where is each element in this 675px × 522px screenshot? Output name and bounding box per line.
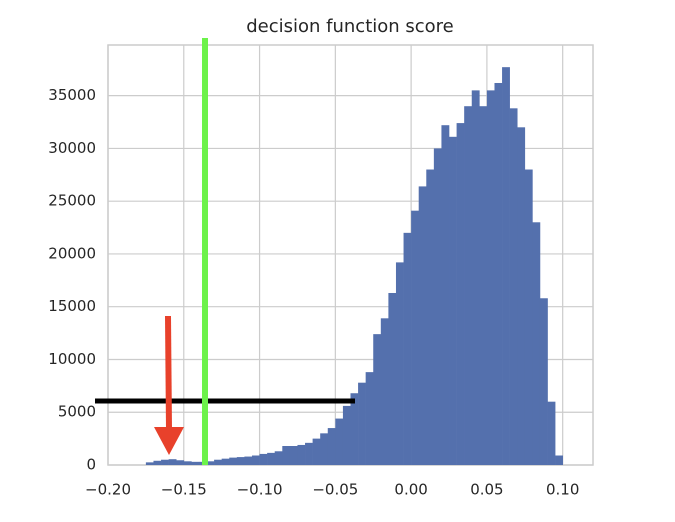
bar [305,442,313,465]
y-tick-label: 5000 [58,403,96,421]
bar [274,451,283,465]
bar [524,169,533,465]
bar [312,438,321,465]
bar [297,444,306,465]
bar [183,461,192,465]
bar [380,318,389,465]
bar [236,457,245,465]
bar [441,125,450,466]
bar [426,169,435,465]
bar [335,418,344,465]
bar [517,127,526,465]
y-tick-label: 0 [86,456,96,474]
y-tick-label: 30000 [48,139,96,157]
x-tick-label: 0.00 [394,481,427,499]
bar [259,453,268,465]
x-tick-label: −0.05 [312,481,358,499]
bar [214,459,222,465]
y-tick-label: 20000 [48,244,96,262]
annotation-arrow-shaft [165,315,172,431]
bar [494,82,503,465]
bar [418,186,427,465]
bar [358,382,366,465]
bar [289,446,298,465]
bar [456,123,465,465]
bar [479,106,488,466]
bar [532,222,541,465]
bar [191,461,200,465]
bar [221,458,230,465]
bar [509,108,518,465]
x-tick-label: −0.20 [85,481,131,499]
bar [161,459,169,465]
bar [365,372,374,465]
bar [555,455,563,465]
chart-title: decision function score [246,16,454,37]
bar [395,262,404,465]
bar [449,136,457,465]
y-tick-label: 10000 [48,350,96,368]
x-tick-label: 0.10 [546,481,579,499]
annotation-arrow-head [154,427,184,455]
bar [153,460,162,465]
bar [342,405,351,465]
bar [327,428,336,465]
bar [251,455,260,465]
bar [206,461,215,465]
bar [433,148,442,465]
bar [547,401,556,465]
bar [320,433,329,465]
bar [464,106,473,466]
bar [502,67,510,466]
bar [486,90,495,465]
bar [539,298,548,465]
bar [282,446,291,465]
bar [411,210,420,465]
x-tick-label: −0.15 [161,481,207,499]
y-tick-label: 25000 [48,192,96,210]
bar [471,90,480,465]
bar [168,459,177,465]
bar [350,393,359,465]
bar [229,457,238,465]
bar [145,462,154,465]
bar [267,452,276,465]
bar [373,334,382,465]
bar [388,292,397,465]
x-tick-label: 0.05 [470,481,503,499]
x-tick-label: −0.10 [237,481,283,499]
y-tick-label: 35000 [48,86,96,104]
y-tick-label: 15000 [48,297,96,315]
bar [176,460,185,465]
bar [244,456,253,465]
bar [403,232,412,465]
